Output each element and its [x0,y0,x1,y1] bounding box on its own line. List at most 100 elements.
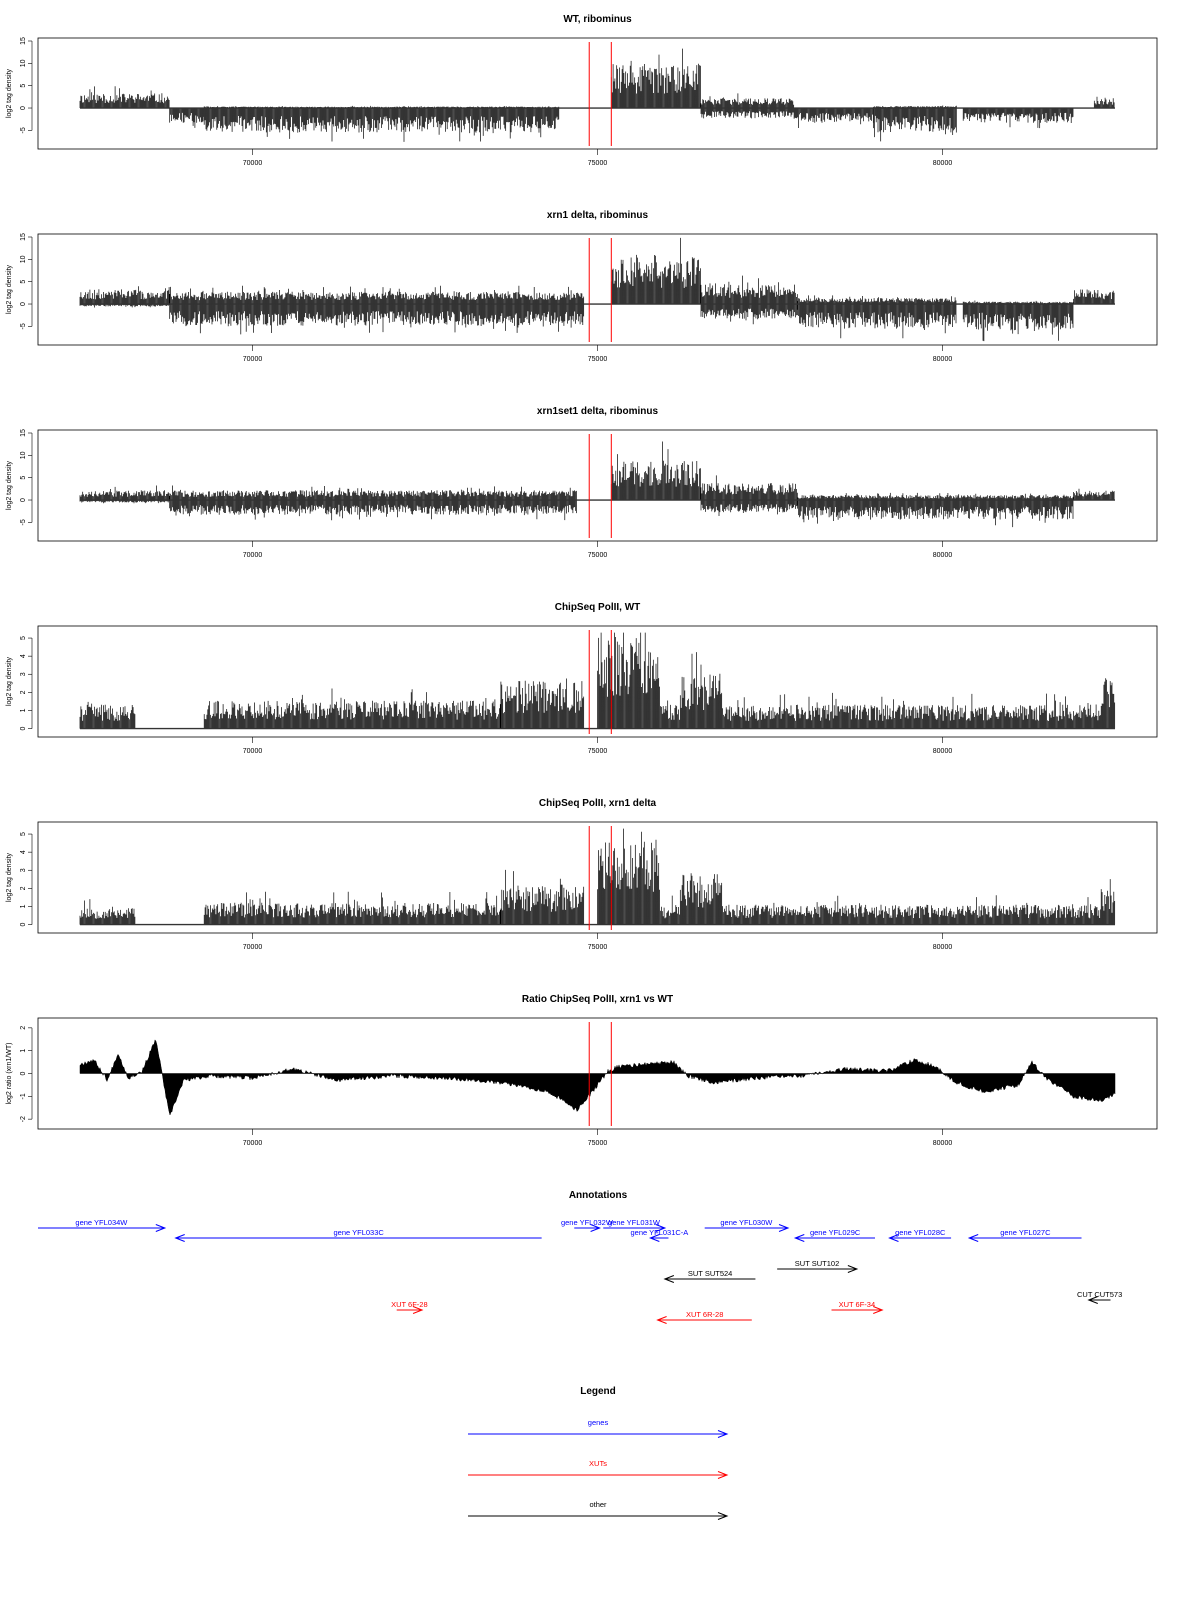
feature-label: XUT 6F-28 [391,1300,428,1309]
panel-title: WT, ribominus [563,14,632,25]
ratio-area [79,1039,1116,1116]
legend-arrowhead [717,1430,729,1438]
feature-label: XUT 6F-34 [839,1300,876,1309]
annotation-feature: CUT CUT573 [1077,1290,1122,1304]
feature-label: XUT 6R-28 [686,1310,723,1319]
feature-label: gene YFL030W [720,1218,773,1227]
feature-label: gene YFL027C [1000,1228,1051,1237]
panel-5: ChipSeq PolII, xrn1 delta 0 1 2 3 4 5 log2 tag … [6,798,1158,951]
annotation-feature: gene YFL030W [704,1218,790,1232]
annotation-feature: XUT 6F-28 [391,1300,428,1314]
panel-title: ChipSeq PolII, WT [555,602,641,613]
x-tick-label: 80000 [933,356,953,363]
y-tick-label: 2 [20,690,27,694]
annotation-feature: gene YFL029C [793,1228,875,1242]
y-tick-label: 0 [20,1071,27,1075]
y-axis-label: log2 ratio (xrn1/WT) [6,1043,13,1105]
y-tick-label: 15 [20,233,27,241]
legend-panel: Legend genes XUTs other [468,1386,729,1520]
annotation-feature: XUT 6R-28 [656,1310,752,1324]
y-tick-label: -2 [20,1116,27,1122]
x-tick-label: 75000 [588,748,608,755]
panel-title: ChipSeq PolII, xrn1 delta [539,798,657,809]
signal-bars [79,632,1116,729]
annotation-feature: gene YFL034W [38,1218,167,1232]
y-tick-label: 1 [20,904,27,908]
x-tick-label: 80000 [933,748,953,755]
feature-arrowhead [648,1234,660,1242]
legend-item: other [468,1500,729,1520]
signal-bars [79,237,1115,342]
y-tick-label: 2 [20,886,27,890]
y-tick-label: 15 [20,37,27,45]
panel-3: xrn1set1 delta, ribominus -5 0 5 10 15 log2 ta… [6,406,1158,559]
y-tick-label: -1 [20,1093,27,1099]
x-tick-label: 75000 [588,944,608,951]
panel-title: xrn1set1 delta, ribominus [537,406,659,417]
y-tick-label: 5 [20,832,27,836]
annotation-feature: SUT SUT524 [663,1269,756,1283]
x-tick-label: 70000 [243,160,263,167]
feature-arrowhead [873,1306,884,1314]
y-tick-label: 5 [20,280,27,284]
annotation-feature: gene YFL027C [967,1228,1082,1242]
x-tick-label: 80000 [933,552,953,559]
y-tick-label: 10 [20,59,27,67]
y-axis-label: log2 tag density [6,460,13,510]
legend-arrowhead [717,1512,729,1520]
panel-6: Ratio ChipSeq PolII, xrn1 vs WT -2 -1 0 1 2 lo… [6,994,1158,1147]
y-tick-label: 5 [20,84,27,88]
panel-title: xrn1 delta, ribominus [547,210,649,221]
x-tick-label: 75000 [588,552,608,559]
y-axis-label: log2 tag density [6,852,13,902]
feature-arrowhead [155,1224,167,1232]
y-tick-label: 0 [20,302,27,306]
y-tick-label: 1 [20,708,27,712]
x-tick-label: 75000 [588,356,608,363]
x-tick-label: 75000 [588,160,608,167]
annotation-feature: gene YFL031C-A [630,1228,688,1242]
feature-arrowhead [1087,1296,1098,1304]
panel-title: Ratio ChipSeq PolII, xrn1 vs WT [522,994,673,1005]
legend-item: genes [468,1418,729,1438]
y-tick-label: 4 [20,850,27,854]
y-tick-label: 0 [20,498,27,502]
feature-label: gene YFL034W [75,1218,128,1227]
y-tick-label: -5 [20,127,27,133]
y-tick-label: 5 [20,636,27,640]
y-tick-label: 15 [20,429,27,437]
feature-label: gene YFL029C [810,1228,861,1237]
legend-item: XUTs [468,1459,729,1479]
x-tick-label: 70000 [243,748,263,755]
y-axis-label: log2 tag density [6,264,13,314]
feature-label: SUT SUT524 [688,1269,732,1278]
feature-arrowhead [174,1234,185,1242]
feature-arrowhead [663,1275,675,1283]
feature-arrowhead [967,1234,979,1242]
y-tick-label: 4 [20,654,27,658]
feature-arrowhead [656,1316,667,1324]
x-tick-label: 80000 [933,1140,953,1147]
annotation-feature: XUT 6F-34 [831,1300,884,1314]
feature-arrowhead [778,1224,790,1232]
feature-arrowhead [847,1265,859,1273]
x-tick-label: 80000 [933,944,953,951]
y-axis-label: log2 tag density [6,68,13,118]
feature-label: gene YFL033C [334,1228,385,1237]
feature-arrowhead [590,1224,601,1232]
annotation-feature: gene YFL028C [888,1228,952,1242]
y-tick-label: 10 [20,255,27,263]
plot-frame [37,233,1158,346]
y-axis-label: log2 tag density [6,656,13,706]
y-tick-label: -5 [20,323,27,329]
panel-2: xrn1 delta, ribominus -5 0 5 10 15 log2 tag de… [6,210,1158,363]
plot-frame [37,429,1158,542]
x-tick-label: 70000 [243,356,263,363]
annotation-feature: gene YFL033C [174,1228,542,1242]
y-tick-label: 3 [20,672,27,676]
signal-bars [79,828,1116,925]
y-tick-label: 1 [20,1049,27,1053]
annotation-feature: SUT SUT102 [777,1259,859,1273]
legend-label: other [589,1500,607,1509]
